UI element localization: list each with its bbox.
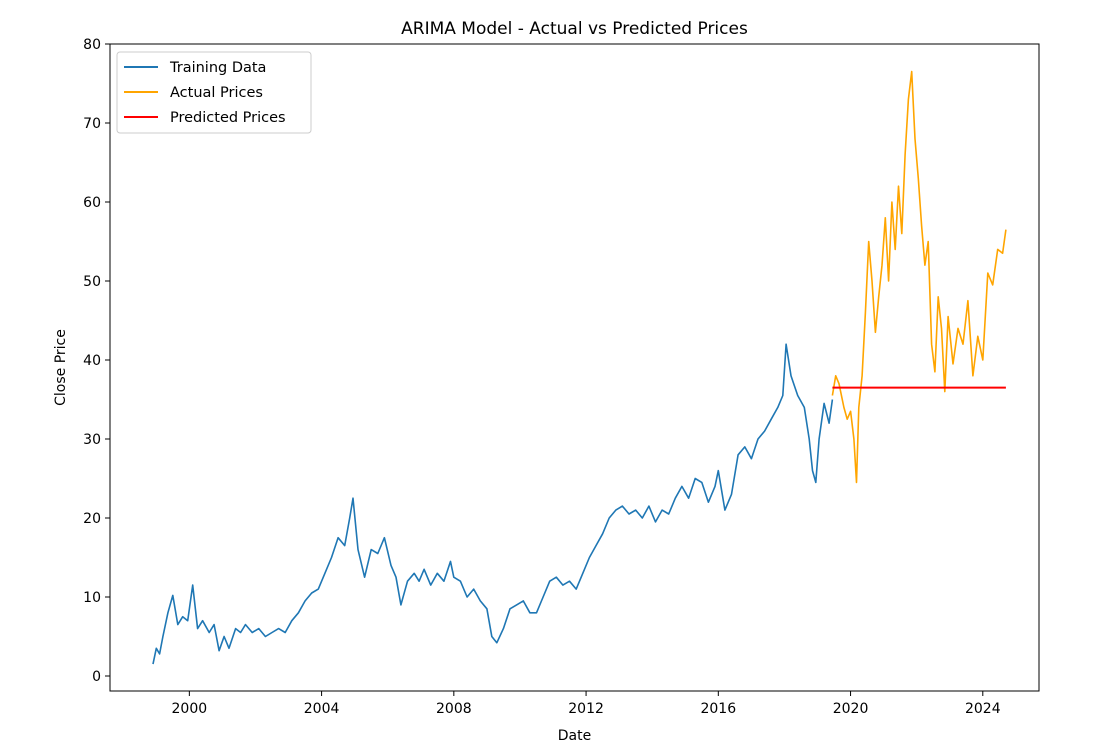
y-tick-label: 0: [92, 669, 101, 685]
x-axis-label: Date: [558, 728, 591, 744]
legend-label: Training Data: [169, 60, 266, 76]
series-line-2: [831, 70, 1007, 484]
x-tick-label: 2020: [833, 701, 869, 717]
x-tick-label: 2016: [700, 701, 736, 717]
x-tick-label: 2024: [965, 701, 1001, 717]
legend-box: [116, 51, 312, 134]
y-tick-label: 30: [83, 432, 101, 448]
y-tick-label: 20: [83, 511, 101, 527]
y-tick-label: 80: [83, 37, 101, 53]
y-tick-label: 40: [83, 353, 101, 369]
chart-title: ARIMA Model - Actual vs Predicted Prices: [401, 19, 748, 39]
legend: Training Data Actual Prices Predicted Pric…: [116, 51, 312, 134]
series-layer: [152, 70, 1007, 665]
y-tick-label: 10: [83, 590, 101, 606]
legend-label: Predicted Prices: [170, 110, 286, 126]
x-tick-label: 2004: [304, 701, 340, 717]
y-tick-label: 50: [83, 274, 101, 290]
x-tick-label: 2000: [172, 701, 208, 717]
y-axis: 0 10 20 30 40 50 60 70 80: [83, 37, 110, 685]
legend-label: Actual Prices: [170, 85, 263, 101]
x-tick-label: 2008: [436, 701, 472, 717]
y-axis-label: Close Price: [53, 329, 69, 406]
plot-frame: [109, 43, 1040, 692]
series-line-1: [152, 343, 834, 665]
y-tick-label: 70: [83, 116, 101, 132]
x-axis: 2000 2004 2008 2012 2016 2020 2024: [172, 691, 1001, 717]
y-tick-label: 60: [83, 195, 101, 211]
x-tick-label: 2012: [568, 701, 604, 717]
